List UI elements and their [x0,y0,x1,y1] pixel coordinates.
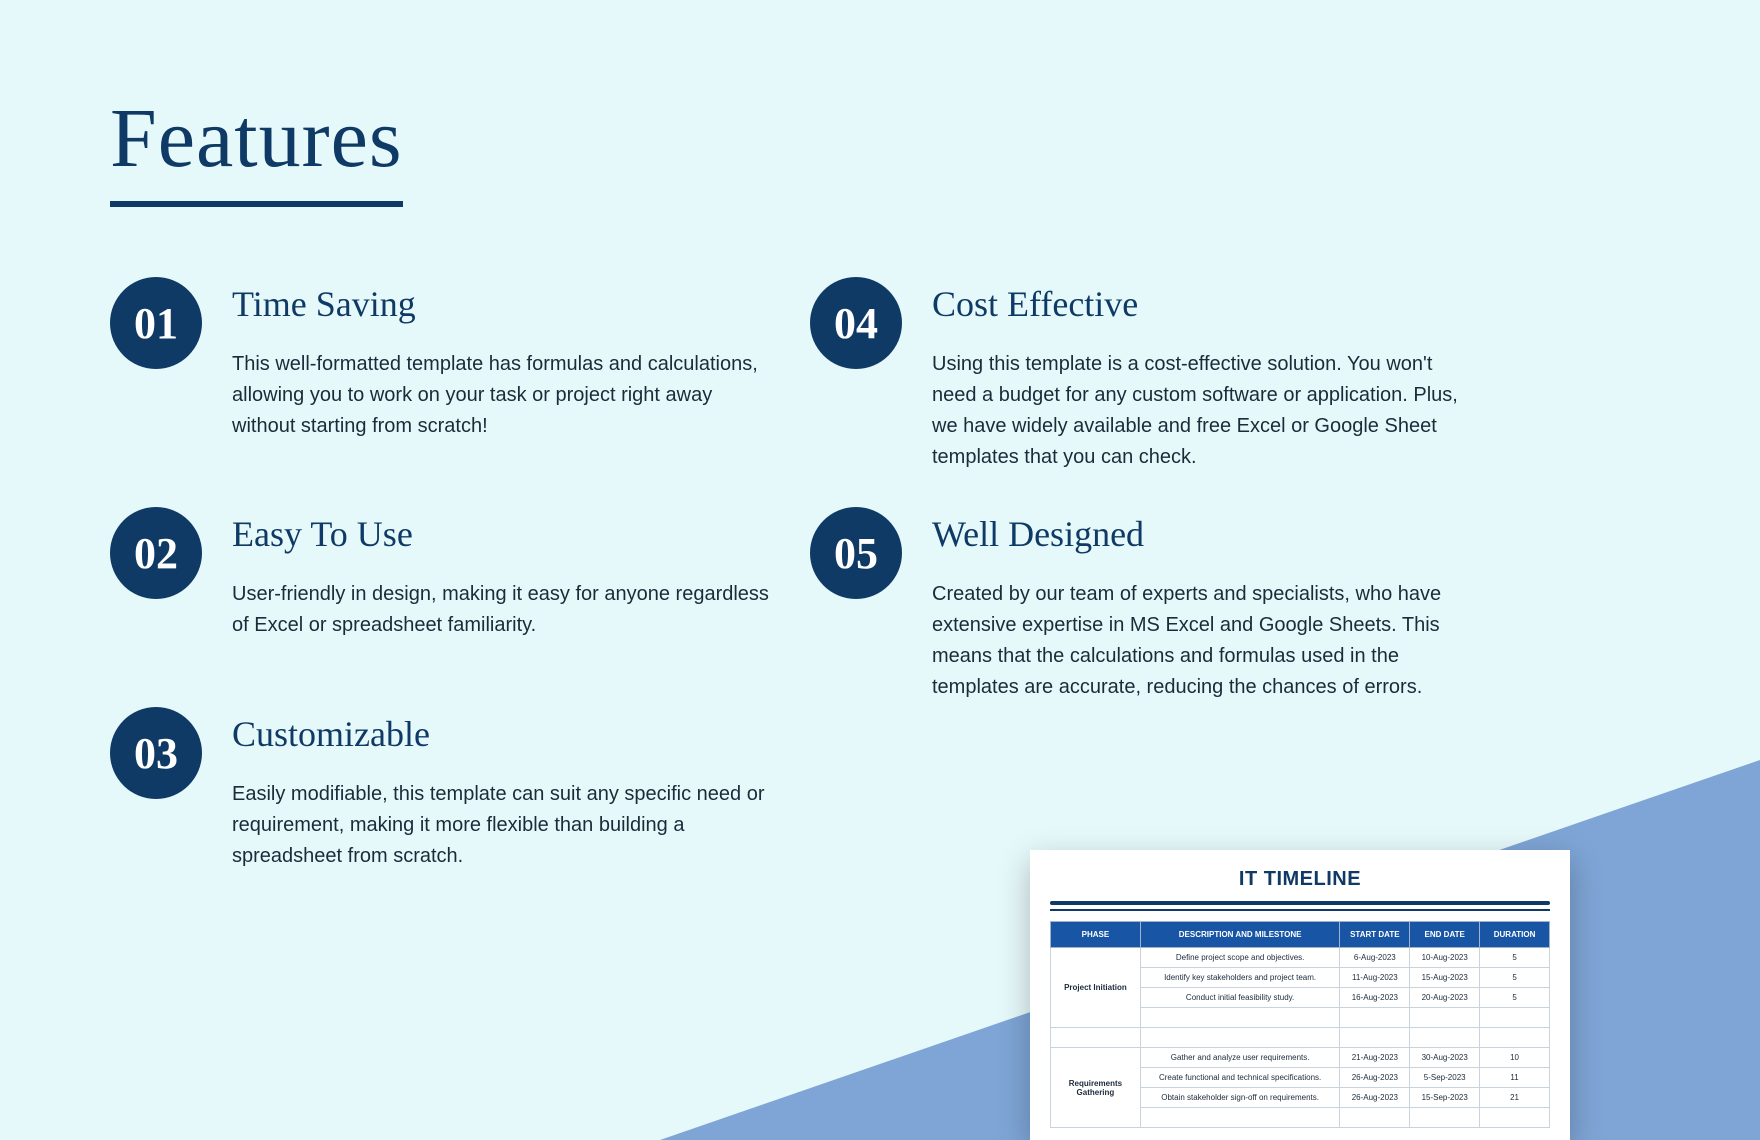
value-cell: 26-Aug-2023 [1340,1088,1410,1108]
phase-cell: Requirements Gathering [1051,1048,1141,1128]
desc-cell: Define project scope and objectives. [1140,948,1340,968]
page: Features 01 Time Saving This well-format… [0,0,1760,1140]
value-cell: 10-Aug-2023 [1410,948,1480,968]
value-cell: 5 [1480,948,1550,968]
desc-cell: Create functional and technical specific… [1140,1068,1340,1088]
feature-number-badge: 05 [810,507,902,599]
col-duration: DURATION [1480,922,1550,948]
feature-description: Created by our team of experts and speci… [932,579,1470,703]
feature-body: Easy To Use User-friendly in design, mak… [232,507,770,641]
empty-cell [1140,1108,1340,1128]
feature-number-badge: 01 [110,277,202,369]
table-row: Requirements GatheringGather and analyze… [1051,1048,1550,1068]
phase-cell: Project Initiation [1051,948,1141,1028]
col-description: DESCRIPTION AND MILESTONE [1140,922,1340,948]
page-title: Features [110,90,403,207]
empty-cell [1480,1008,1550,1028]
preview-title: IT TIMELINE [1050,868,1550,891]
empty-cell [1140,1028,1340,1048]
desc-cell: Obtain stakeholder sign-off on requireme… [1140,1088,1340,1108]
desc-cell: Conduct initial feasibility study. [1140,988,1340,1008]
col-phase: PHASE [1051,922,1141,948]
preview-rule [1050,901,1550,905]
feature-description: Using this template is a cost-effective … [932,349,1470,473]
feature-number-badge: 02 [110,507,202,599]
value-cell: 30-Aug-2023 [1410,1048,1480,1068]
value-cell: 11 [1480,1068,1550,1088]
empty-cell [1480,1108,1550,1128]
feature-title: Easy To Use [232,513,770,555]
value-cell: 15-Sep-2023 [1410,1088,1480,1108]
value-cell: 21 [1480,1088,1550,1108]
empty-cell [1410,1108,1480,1128]
desc-cell: Identify key stakeholders and project te… [1140,968,1340,988]
value-cell: 15-Aug-2023 [1410,968,1480,988]
feature-title: Cost Effective [932,283,1470,325]
feature-description: User-friendly in design, making it easy … [232,579,770,641]
empty-cell [1140,1008,1340,1028]
value-cell: 26-Aug-2023 [1340,1068,1410,1088]
value-cell: 21-Aug-2023 [1340,1048,1410,1068]
empty-cell [1340,1008,1410,1028]
feature-body: Cost Effective Using this template is a … [932,277,1470,473]
empty-cell [1410,1008,1480,1028]
value-cell: 11-Aug-2023 [1340,968,1410,988]
preview-rule [1050,909,1550,911]
empty-cell [1340,1028,1410,1048]
feature-item: 02 Easy To Use User-friendly in design, … [110,507,770,641]
feature-title: Time Saving [232,283,770,325]
feature-title: Customizable [232,713,770,755]
feature-description: Easily modifiable, this template can sui… [232,779,770,872]
feature-body: Well Designed Created by our team of exp… [932,507,1470,703]
feature-body: Customizable Easily modifiable, this tem… [232,707,770,872]
feature-title: Well Designed [932,513,1470,555]
preview-table: PHASE DESCRIPTION AND MILESTONE START DA… [1050,921,1550,1128]
feature-item: 01 Time Saving This well-formatted templ… [110,277,770,442]
value-cell: 5 [1480,968,1550,988]
empty-cell [1410,1028,1480,1048]
col-start-date: START DATE [1340,922,1410,948]
table-row: Project InitiationDefine project scope a… [1051,948,1550,968]
value-cell: 6-Aug-2023 [1340,948,1410,968]
feature-item: 03 Customizable Easily modifiable, this … [110,707,770,872]
template-preview-card: IT TIMELINE PHASE DESCRIPTION AND MILEST… [1030,850,1570,1140]
feature-number-badge: 04 [810,277,902,369]
empty-cell [1051,1028,1141,1048]
feature-number-badge: 03 [110,707,202,799]
empty-cell [1480,1028,1550,1048]
value-cell: 5-Sep-2023 [1410,1068,1480,1088]
feature-description: This well-formatted template has formula… [232,349,770,442]
feature-item: 04 Cost Effective Using this template is… [810,277,1470,473]
table-row [1051,1028,1550,1048]
value-cell: 20-Aug-2023 [1410,988,1480,1008]
empty-cell [1340,1108,1410,1128]
value-cell: 16-Aug-2023 [1340,988,1410,1008]
col-end-date: END DATE [1410,922,1480,948]
value-cell: 5 [1480,988,1550,1008]
value-cell: 10 [1480,1048,1550,1068]
feature-body: Time Saving This well-formatted template… [232,277,770,442]
table-header-row: PHASE DESCRIPTION AND MILESTONE START DA… [1051,922,1550,948]
feature-item: 05 Well Designed Created by our team of … [810,507,1470,703]
desc-cell: Gather and analyze user requirements. [1140,1048,1340,1068]
